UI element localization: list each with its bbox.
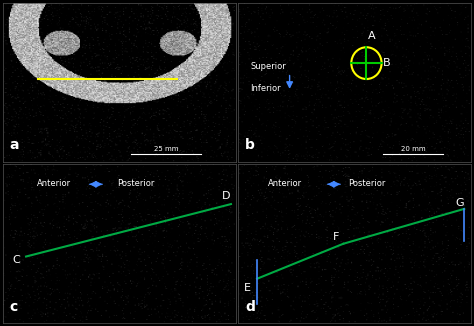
Text: A: A [368,31,375,41]
Text: D: D [222,191,230,201]
Text: Inferior: Inferior [250,84,281,93]
Text: Anterior: Anterior [37,179,71,188]
Text: Posterior: Posterior [348,179,385,188]
Text: F: F [333,232,339,243]
Text: E: E [244,283,251,293]
Text: 25 mm: 25 mm [154,146,178,152]
Text: G: G [455,198,464,208]
Text: b: b [246,138,255,152]
Text: a: a [10,138,19,152]
Text: 20 mm: 20 mm [401,146,425,152]
Text: d: d [246,300,255,314]
Text: B: B [383,58,391,68]
Text: Superior: Superior [250,62,286,71]
Text: Posterior: Posterior [117,179,154,188]
Text: Anterior: Anterior [268,179,302,188]
Text: c: c [10,300,18,314]
Text: C: C [13,255,21,265]
